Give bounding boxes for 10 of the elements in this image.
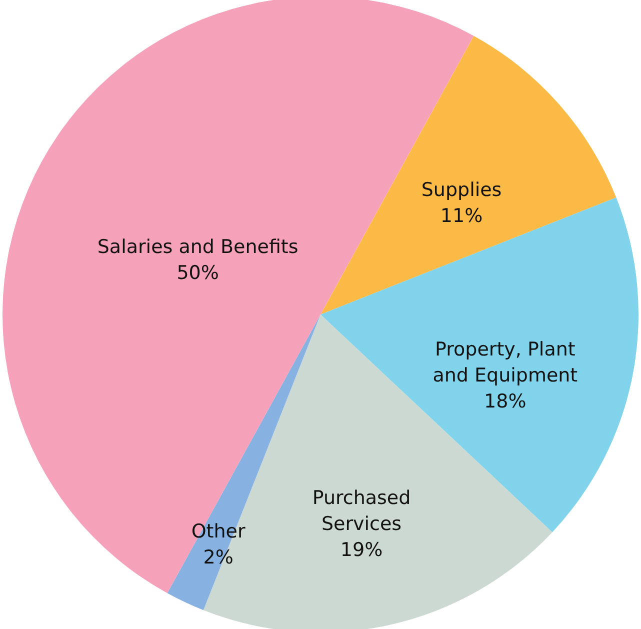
slice-label: Other	[191, 520, 246, 543]
data-label: 19%	[340, 538, 383, 561]
data-label: 50%	[176, 262, 219, 284]
slice-label: Property, Plant and Equipment	[432, 338, 578, 387]
data-label: 18%	[484, 390, 526, 413]
slice-label: Salaries and Benefits	[97, 236, 298, 258]
slice-label: Supplies	[421, 179, 502, 202]
slice-label: Purchased Services	[312, 486, 411, 535]
data-label: 11%	[440, 205, 483, 228]
data-label: 2%	[203, 546, 234, 569]
